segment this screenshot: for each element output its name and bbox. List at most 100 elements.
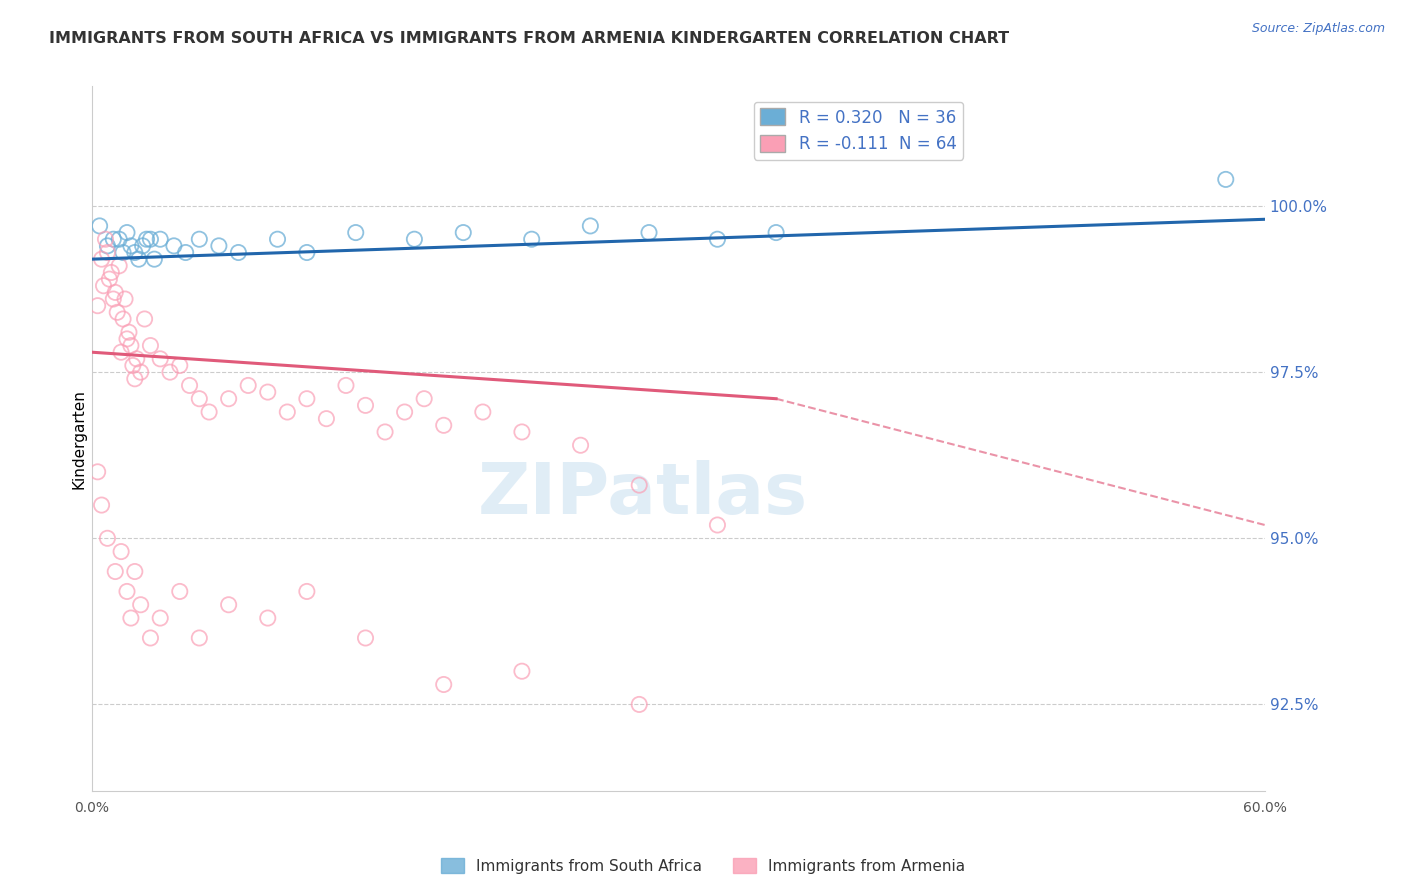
Point xyxy=(569,438,592,452)
Point xyxy=(143,252,166,267)
Point xyxy=(451,226,474,240)
Point xyxy=(276,405,298,419)
Point xyxy=(238,378,260,392)
Point xyxy=(93,278,115,293)
Point xyxy=(354,631,377,645)
Point xyxy=(433,677,456,691)
Point xyxy=(228,245,250,260)
Point xyxy=(120,338,142,352)
Point xyxy=(208,239,231,253)
Point xyxy=(354,398,377,412)
Point xyxy=(112,312,135,326)
Point xyxy=(394,405,416,419)
Point xyxy=(256,385,278,400)
Point xyxy=(110,544,132,558)
Point xyxy=(315,411,337,425)
Point xyxy=(198,405,221,419)
Point xyxy=(295,392,318,406)
Point xyxy=(86,299,108,313)
Point xyxy=(579,219,602,233)
Point xyxy=(344,226,367,240)
Point xyxy=(169,359,191,373)
Point xyxy=(510,664,533,678)
Point xyxy=(159,365,181,379)
Point xyxy=(174,245,197,260)
Point xyxy=(266,232,288,246)
Point xyxy=(256,611,278,625)
Point xyxy=(188,631,211,645)
Point xyxy=(125,351,148,366)
Point xyxy=(628,698,651,712)
Point xyxy=(118,325,141,339)
Point xyxy=(413,392,436,406)
Point xyxy=(105,305,128,319)
Text: Source: ZipAtlas.com: Source: ZipAtlas.com xyxy=(1251,22,1385,36)
Point xyxy=(128,252,150,267)
Point xyxy=(1215,172,1237,186)
Point xyxy=(112,245,135,260)
Point xyxy=(124,372,146,386)
Text: ZIPatlas: ZIPatlas xyxy=(478,460,808,530)
Point xyxy=(163,239,186,253)
Point xyxy=(131,239,153,253)
Point xyxy=(104,565,127,579)
Point xyxy=(218,598,240,612)
Point xyxy=(120,239,142,253)
Point xyxy=(124,565,146,579)
Point xyxy=(520,232,543,246)
Point xyxy=(103,232,125,246)
Point xyxy=(124,245,146,260)
Point xyxy=(149,351,172,366)
Point xyxy=(149,611,172,625)
Point xyxy=(135,232,157,246)
Point xyxy=(129,598,152,612)
Text: IMMIGRANTS FROM SOUTH AFRICA VS IMMIGRANTS FROM ARMENIA KINDERGARTEN CORRELATION: IMMIGRANTS FROM SOUTH AFRICA VS IMMIGRAN… xyxy=(49,31,1010,46)
Point xyxy=(374,425,396,439)
Y-axis label: Kindergarten: Kindergarten xyxy=(72,389,86,489)
Legend: R = 0.320   N = 36, R = -0.111  N = 64: R = 0.320 N = 36, R = -0.111 N = 64 xyxy=(754,102,963,160)
Point xyxy=(115,226,138,240)
Point xyxy=(90,498,112,512)
Point xyxy=(96,531,118,545)
Point xyxy=(433,418,456,433)
Point xyxy=(98,272,121,286)
Point xyxy=(139,232,162,246)
Point xyxy=(765,226,787,240)
Point xyxy=(295,584,318,599)
Point xyxy=(100,265,122,279)
Point xyxy=(149,232,172,246)
Point xyxy=(139,631,162,645)
Point xyxy=(706,518,728,533)
Legend: Immigrants from South Africa, Immigrants from Armenia: Immigrants from South Africa, Immigrants… xyxy=(434,852,972,880)
Point xyxy=(188,232,211,246)
Point xyxy=(169,584,191,599)
Point xyxy=(188,392,211,406)
Point xyxy=(89,219,111,233)
Point xyxy=(104,285,127,300)
Point xyxy=(96,239,118,253)
Point xyxy=(139,338,162,352)
Point xyxy=(110,345,132,359)
Point xyxy=(335,378,357,392)
Point xyxy=(295,245,318,260)
Point xyxy=(218,392,240,406)
Point xyxy=(114,292,136,306)
Point xyxy=(108,232,131,246)
Point xyxy=(129,365,152,379)
Point xyxy=(134,312,156,326)
Point xyxy=(638,226,661,240)
Point xyxy=(471,405,494,419)
Point xyxy=(510,425,533,439)
Point xyxy=(706,232,728,246)
Point xyxy=(120,611,142,625)
Point xyxy=(90,252,112,267)
Point xyxy=(94,232,117,246)
Point xyxy=(121,359,143,373)
Point xyxy=(115,584,138,599)
Point xyxy=(86,465,108,479)
Point xyxy=(108,259,131,273)
Point xyxy=(404,232,426,246)
Point xyxy=(115,332,138,346)
Point xyxy=(628,478,651,492)
Point xyxy=(179,378,201,392)
